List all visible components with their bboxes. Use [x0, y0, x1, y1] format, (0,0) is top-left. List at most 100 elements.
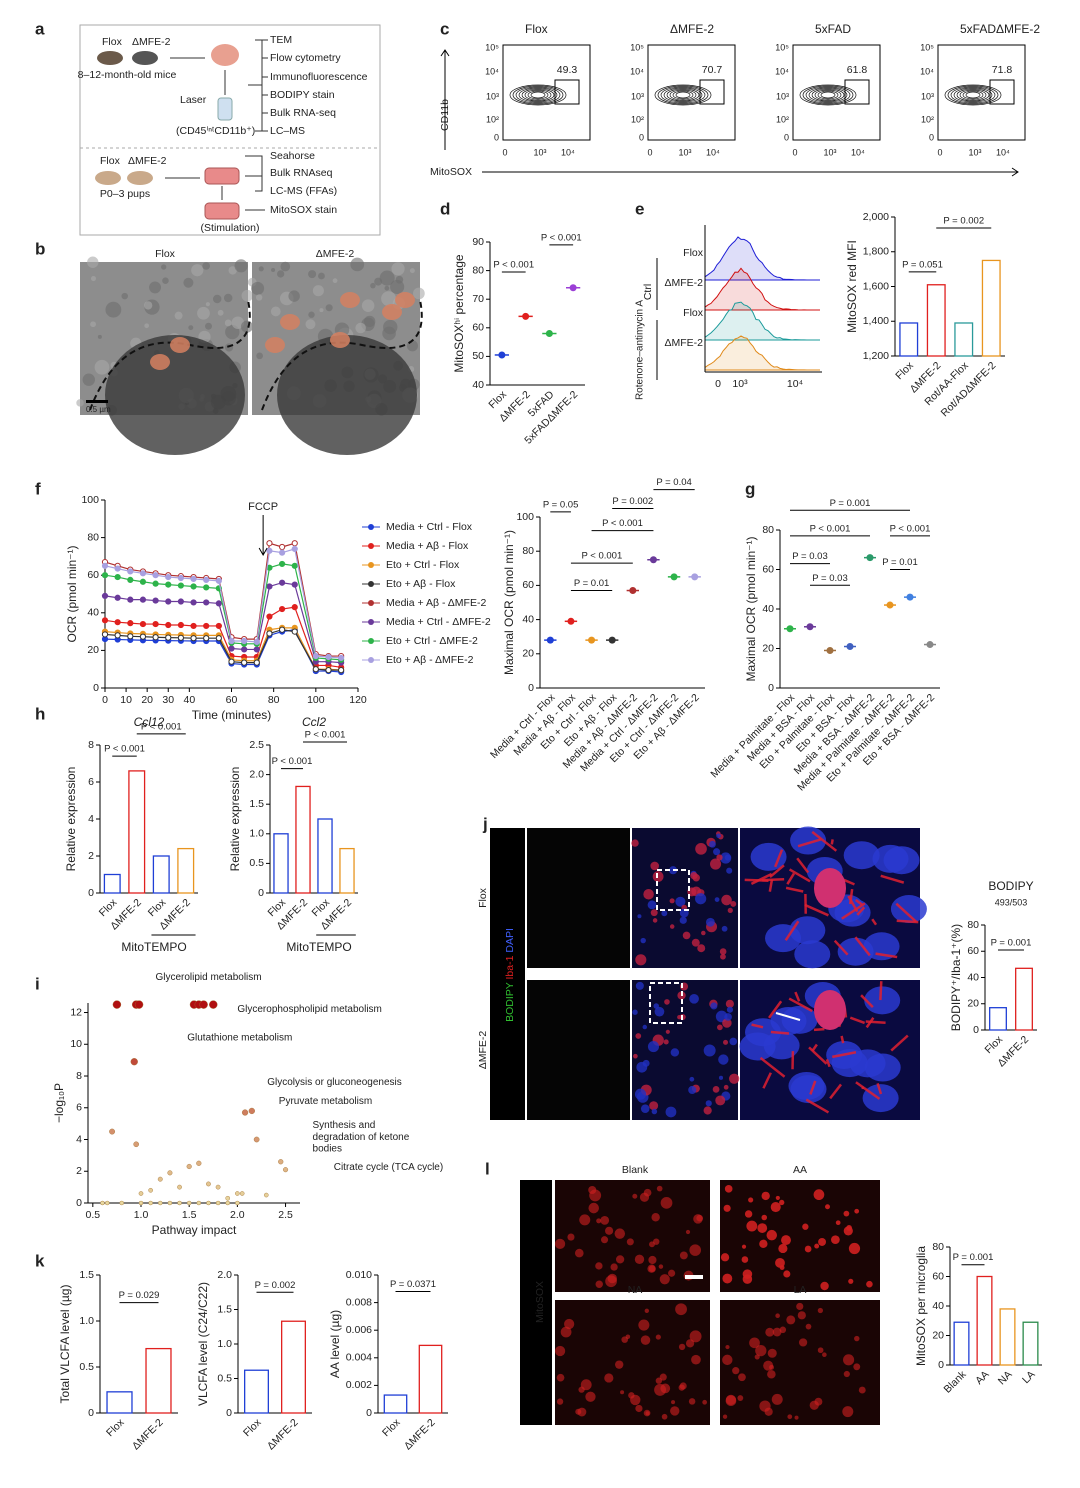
point: [138, 1191, 144, 1196]
panel-letter: d: [440, 199, 450, 218]
point: [241, 1109, 249, 1116]
texture: [90, 321, 96, 328]
point: [190, 583, 197, 590]
cell: [691, 1354, 701, 1365]
point: [177, 621, 184, 629]
point: [167, 1200, 173, 1206]
cell: [842, 1406, 854, 1418]
process: [832, 1051, 857, 1059]
process: [759, 1056, 786, 1078]
bar: [339, 847, 355, 894]
cell: [724, 1013, 732, 1021]
label: Seahorse: [270, 150, 315, 162]
cell: [692, 874, 700, 882]
y-tick-label: 40: [472, 379, 484, 391]
x-tick-label: 1.0: [134, 1209, 149, 1221]
p-value: P = 0.001: [830, 498, 871, 509]
cell: [748, 1197, 754, 1203]
scale-bar: [86, 400, 108, 403]
legend-marker: [368, 600, 374, 606]
cell: [640, 1335, 651, 1345]
label: 10⁴: [775, 66, 789, 76]
panel-letter: h: [35, 704, 45, 723]
bar: [976, 1275, 993, 1366]
texture: [361, 299, 375, 312]
point: [139, 570, 147, 577]
point: [291, 540, 298, 547]
cell: [600, 1215, 610, 1225]
cell: [677, 1014, 682, 1020]
y-tick-label: 0: [528, 682, 534, 694]
p-value: P < 0.001: [581, 551, 622, 562]
label: 10³: [732, 378, 748, 390]
mean-marker: [567, 617, 575, 625]
point: [225, 1195, 230, 1201]
cell: [556, 1373, 565, 1382]
label: 10⁴: [485, 66, 499, 76]
process: [833, 939, 849, 956]
bar: [244, 1369, 269, 1414]
point: [228, 645, 235, 652]
stain-name: Iba-1: [504, 955, 516, 979]
cell: [741, 1256, 749, 1263]
texture: [255, 294, 263, 301]
cell: [589, 1189, 602, 1202]
bar: [281, 1320, 306, 1414]
contour: [669, 89, 697, 101]
y-axis-label: MitoSOX red MFI: [845, 240, 859, 333]
cell: [665, 1106, 677, 1118]
mean-marker: [926, 641, 934, 649]
panel-letter: l: [485, 1159, 490, 1178]
point: [114, 619, 121, 626]
point: [190, 575, 197, 583]
y-tick-label: 6: [76, 1102, 82, 1114]
texture: [258, 266, 264, 272]
process: [829, 1083, 842, 1100]
cell: [729, 1037, 738, 1046]
panel-letter: k: [35, 1251, 45, 1270]
process: [879, 981, 883, 1001]
point: [138, 1200, 144, 1206]
texture: [312, 285, 324, 297]
point: [215, 635, 222, 642]
gate: [989, 79, 1015, 105]
cell: [660, 1383, 671, 1394]
panel-letter: b: [35, 239, 45, 258]
y-tick-label: 60: [967, 945, 979, 957]
label: 10²: [631, 114, 644, 124]
label: 10⁴: [787, 378, 803, 390]
cell: [778, 1243, 788, 1254]
point: [338, 654, 345, 662]
contour: [956, 88, 990, 102]
point: [177, 1200, 182, 1206]
point: [239, 1191, 245, 1196]
point: [325, 653, 332, 661]
cell: [615, 1255, 625, 1264]
process: [768, 879, 774, 892]
texture: [205, 322, 212, 330]
texture: [76, 399, 84, 407]
annotation-arrow: [258, 515, 268, 557]
label: P0–3 pups: [100, 188, 150, 200]
p-value: P = 0.002: [255, 1280, 296, 1291]
cell: [854, 1208, 860, 1214]
nucleus: [277, 335, 417, 455]
stain-name: BODIPY: [504, 982, 516, 1022]
bar: [177, 847, 195, 894]
process: [890, 1034, 909, 1052]
label: Flox: [102, 36, 123, 48]
point: [266, 630, 273, 637]
y-tick-label: 40: [762, 603, 774, 615]
label: ΔMFE-2: [664, 277, 703, 289]
label: ΔMFE-2: [664, 337, 703, 349]
chart-title: Ccl2: [302, 715, 326, 729]
label: 61.8: [847, 64, 868, 76]
point: [228, 658, 235, 665]
y-tick-label: 40: [87, 607, 99, 619]
label: 70.7: [702, 64, 723, 76]
point: [215, 622, 222, 630]
cell: [595, 1262, 603, 1270]
y-tick-label: 90: [472, 236, 484, 248]
label: Flox: [477, 887, 489, 908]
